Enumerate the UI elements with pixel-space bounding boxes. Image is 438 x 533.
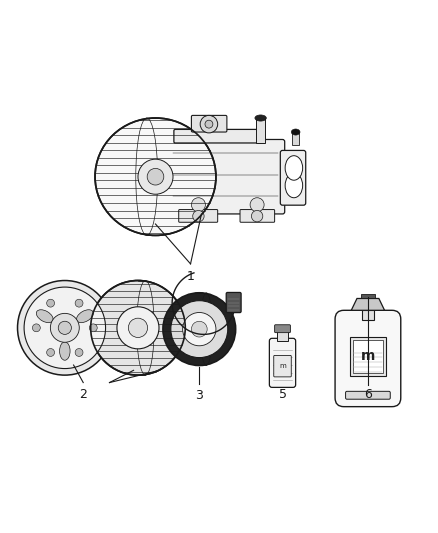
Ellipse shape <box>183 312 216 346</box>
Text: m: m <box>361 349 375 364</box>
Ellipse shape <box>250 198 264 212</box>
Ellipse shape <box>89 324 97 332</box>
Ellipse shape <box>255 115 266 121</box>
Ellipse shape <box>18 280 112 375</box>
Text: 1: 1 <box>187 270 194 282</box>
Text: m: m <box>279 364 286 369</box>
FancyBboxPatch shape <box>269 338 296 387</box>
Ellipse shape <box>95 118 216 236</box>
Ellipse shape <box>36 310 53 322</box>
Ellipse shape <box>77 310 93 322</box>
FancyBboxPatch shape <box>191 115 227 132</box>
Text: 6: 6 <box>364 388 372 401</box>
Ellipse shape <box>191 321 207 337</box>
FancyBboxPatch shape <box>280 150 306 205</box>
Ellipse shape <box>50 313 79 342</box>
FancyBboxPatch shape <box>179 209 218 222</box>
Ellipse shape <box>75 349 83 357</box>
Ellipse shape <box>75 299 83 307</box>
Ellipse shape <box>46 349 54 357</box>
FancyBboxPatch shape <box>174 130 262 143</box>
Ellipse shape <box>171 301 228 358</box>
Ellipse shape <box>24 287 106 368</box>
Ellipse shape <box>128 318 148 337</box>
Ellipse shape <box>205 120 213 128</box>
Bar <box>277 332 288 341</box>
Text: 5: 5 <box>279 388 286 401</box>
FancyBboxPatch shape <box>275 325 290 333</box>
FancyBboxPatch shape <box>166 140 285 214</box>
Ellipse shape <box>193 211 204 222</box>
Ellipse shape <box>163 293 236 366</box>
Text: 3: 3 <box>195 389 203 402</box>
Bar <box>350 336 386 376</box>
Ellipse shape <box>285 156 303 180</box>
FancyBboxPatch shape <box>346 391 390 399</box>
Bar <box>361 294 375 298</box>
Bar <box>292 132 299 145</box>
Ellipse shape <box>60 342 70 360</box>
Ellipse shape <box>251 211 263 222</box>
Ellipse shape <box>200 115 218 133</box>
Ellipse shape <box>291 129 300 135</box>
Ellipse shape <box>58 321 71 334</box>
Bar <box>353 340 383 373</box>
Ellipse shape <box>47 299 55 307</box>
FancyBboxPatch shape <box>335 310 401 407</box>
Bar <box>256 118 265 142</box>
FancyBboxPatch shape <box>274 356 291 377</box>
Text: 2: 2 <box>79 388 87 401</box>
Ellipse shape <box>285 173 303 198</box>
Ellipse shape <box>91 280 185 375</box>
Ellipse shape <box>117 307 159 349</box>
Bar <box>362 310 374 320</box>
Polygon shape <box>351 298 385 310</box>
FancyBboxPatch shape <box>226 293 241 312</box>
Ellipse shape <box>32 324 40 332</box>
FancyBboxPatch shape <box>240 209 275 222</box>
Ellipse shape <box>138 159 173 194</box>
Ellipse shape <box>191 198 205 212</box>
Ellipse shape <box>147 168 164 185</box>
